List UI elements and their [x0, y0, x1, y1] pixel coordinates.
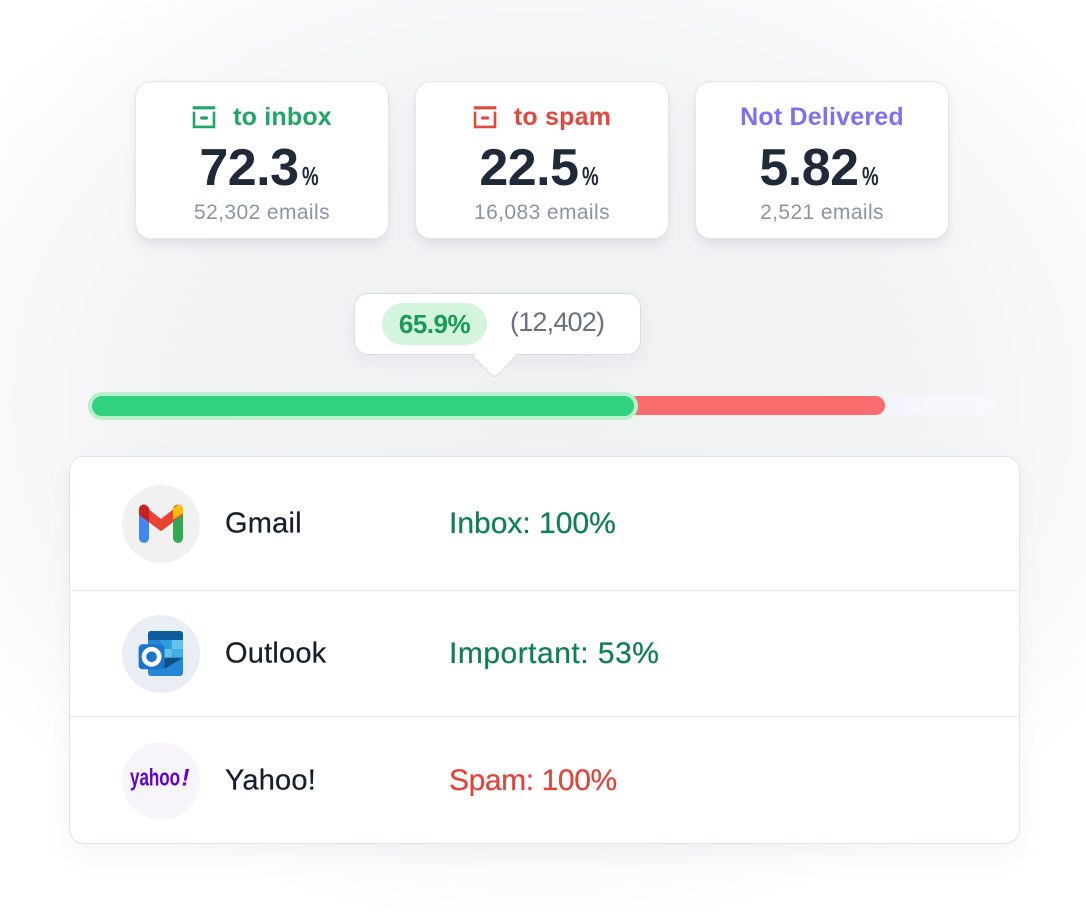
svg-text:yahoo: yahoo — [130, 767, 180, 792]
svg-text:!: ! — [182, 767, 190, 792]
